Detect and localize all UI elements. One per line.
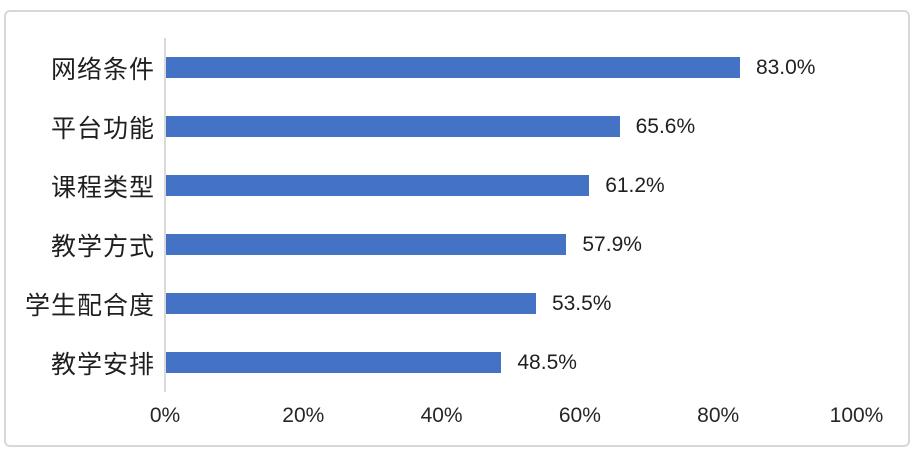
bar (166, 175, 590, 196)
bar-chart-frame: 网络条件 83.0% 平台功能 65.6% 课程类型 61.2% 教学方式 57.9% 学生配合… (4, 10, 910, 447)
category-label: 教学安排 (50, 350, 155, 379)
category-label: 平台功能 (50, 114, 155, 143)
bar-track: 83.0% (166, 38, 908, 97)
bar-track: 53.5% (166, 274, 908, 333)
category-label: 课程类型 (50, 173, 155, 202)
bar-track: 57.9% (166, 215, 908, 274)
x-axis-tick-label: 80% (697, 404, 740, 427)
bar (166, 293, 536, 314)
chart-row: 学生配合度 53.5% (6, 274, 908, 333)
value-label: 65.6% (635, 114, 696, 138)
chart-rows: 网络条件 83.0% 平台功能 65.6% 课程类型 61.2% 教学方式 57.9% 学生配合… (6, 38, 908, 392)
category-label: 教学方式 (50, 232, 155, 261)
chart-row: 教学方式 57.9% (6, 215, 908, 274)
x-axis-tick-label: 100% (829, 404, 884, 427)
x-axis-tick-label: 0% (149, 404, 181, 427)
bar (166, 234, 567, 255)
bar-track: 48.5% (166, 333, 908, 392)
bar-track: 65.6% (166, 97, 908, 156)
x-axis-tick-label: 60% (558, 404, 601, 427)
value-label: 48.5% (517, 350, 577, 374)
category-label: 网络条件 (50, 55, 155, 84)
category-label: 学生配合度 (24, 291, 155, 320)
x-axis-tick-label: 40% (420, 404, 463, 427)
bar (166, 116, 620, 137)
chart-row: 课程类型 61.2% (6, 156, 908, 215)
value-label: 83.0% (755, 55, 816, 79)
x-axis: 0% 20% 40% 60% 80% 100% (6, 403, 908, 433)
bar-track: 61.2% (166, 156, 908, 215)
value-label: 61.2% (605, 173, 665, 197)
x-axis-tick-label: 20% (282, 404, 325, 427)
value-label: 53.5% (551, 291, 612, 315)
chart-row: 平台功能 65.6% (6, 97, 908, 156)
chart-row: 教学安排 48.5% (6, 333, 908, 392)
chart-row: 网络条件 83.0% (6, 38, 908, 97)
bar (166, 352, 502, 373)
value-label: 57.9% (582, 232, 642, 256)
bar (166, 57, 740, 78)
y-axis-line (164, 38, 166, 392)
